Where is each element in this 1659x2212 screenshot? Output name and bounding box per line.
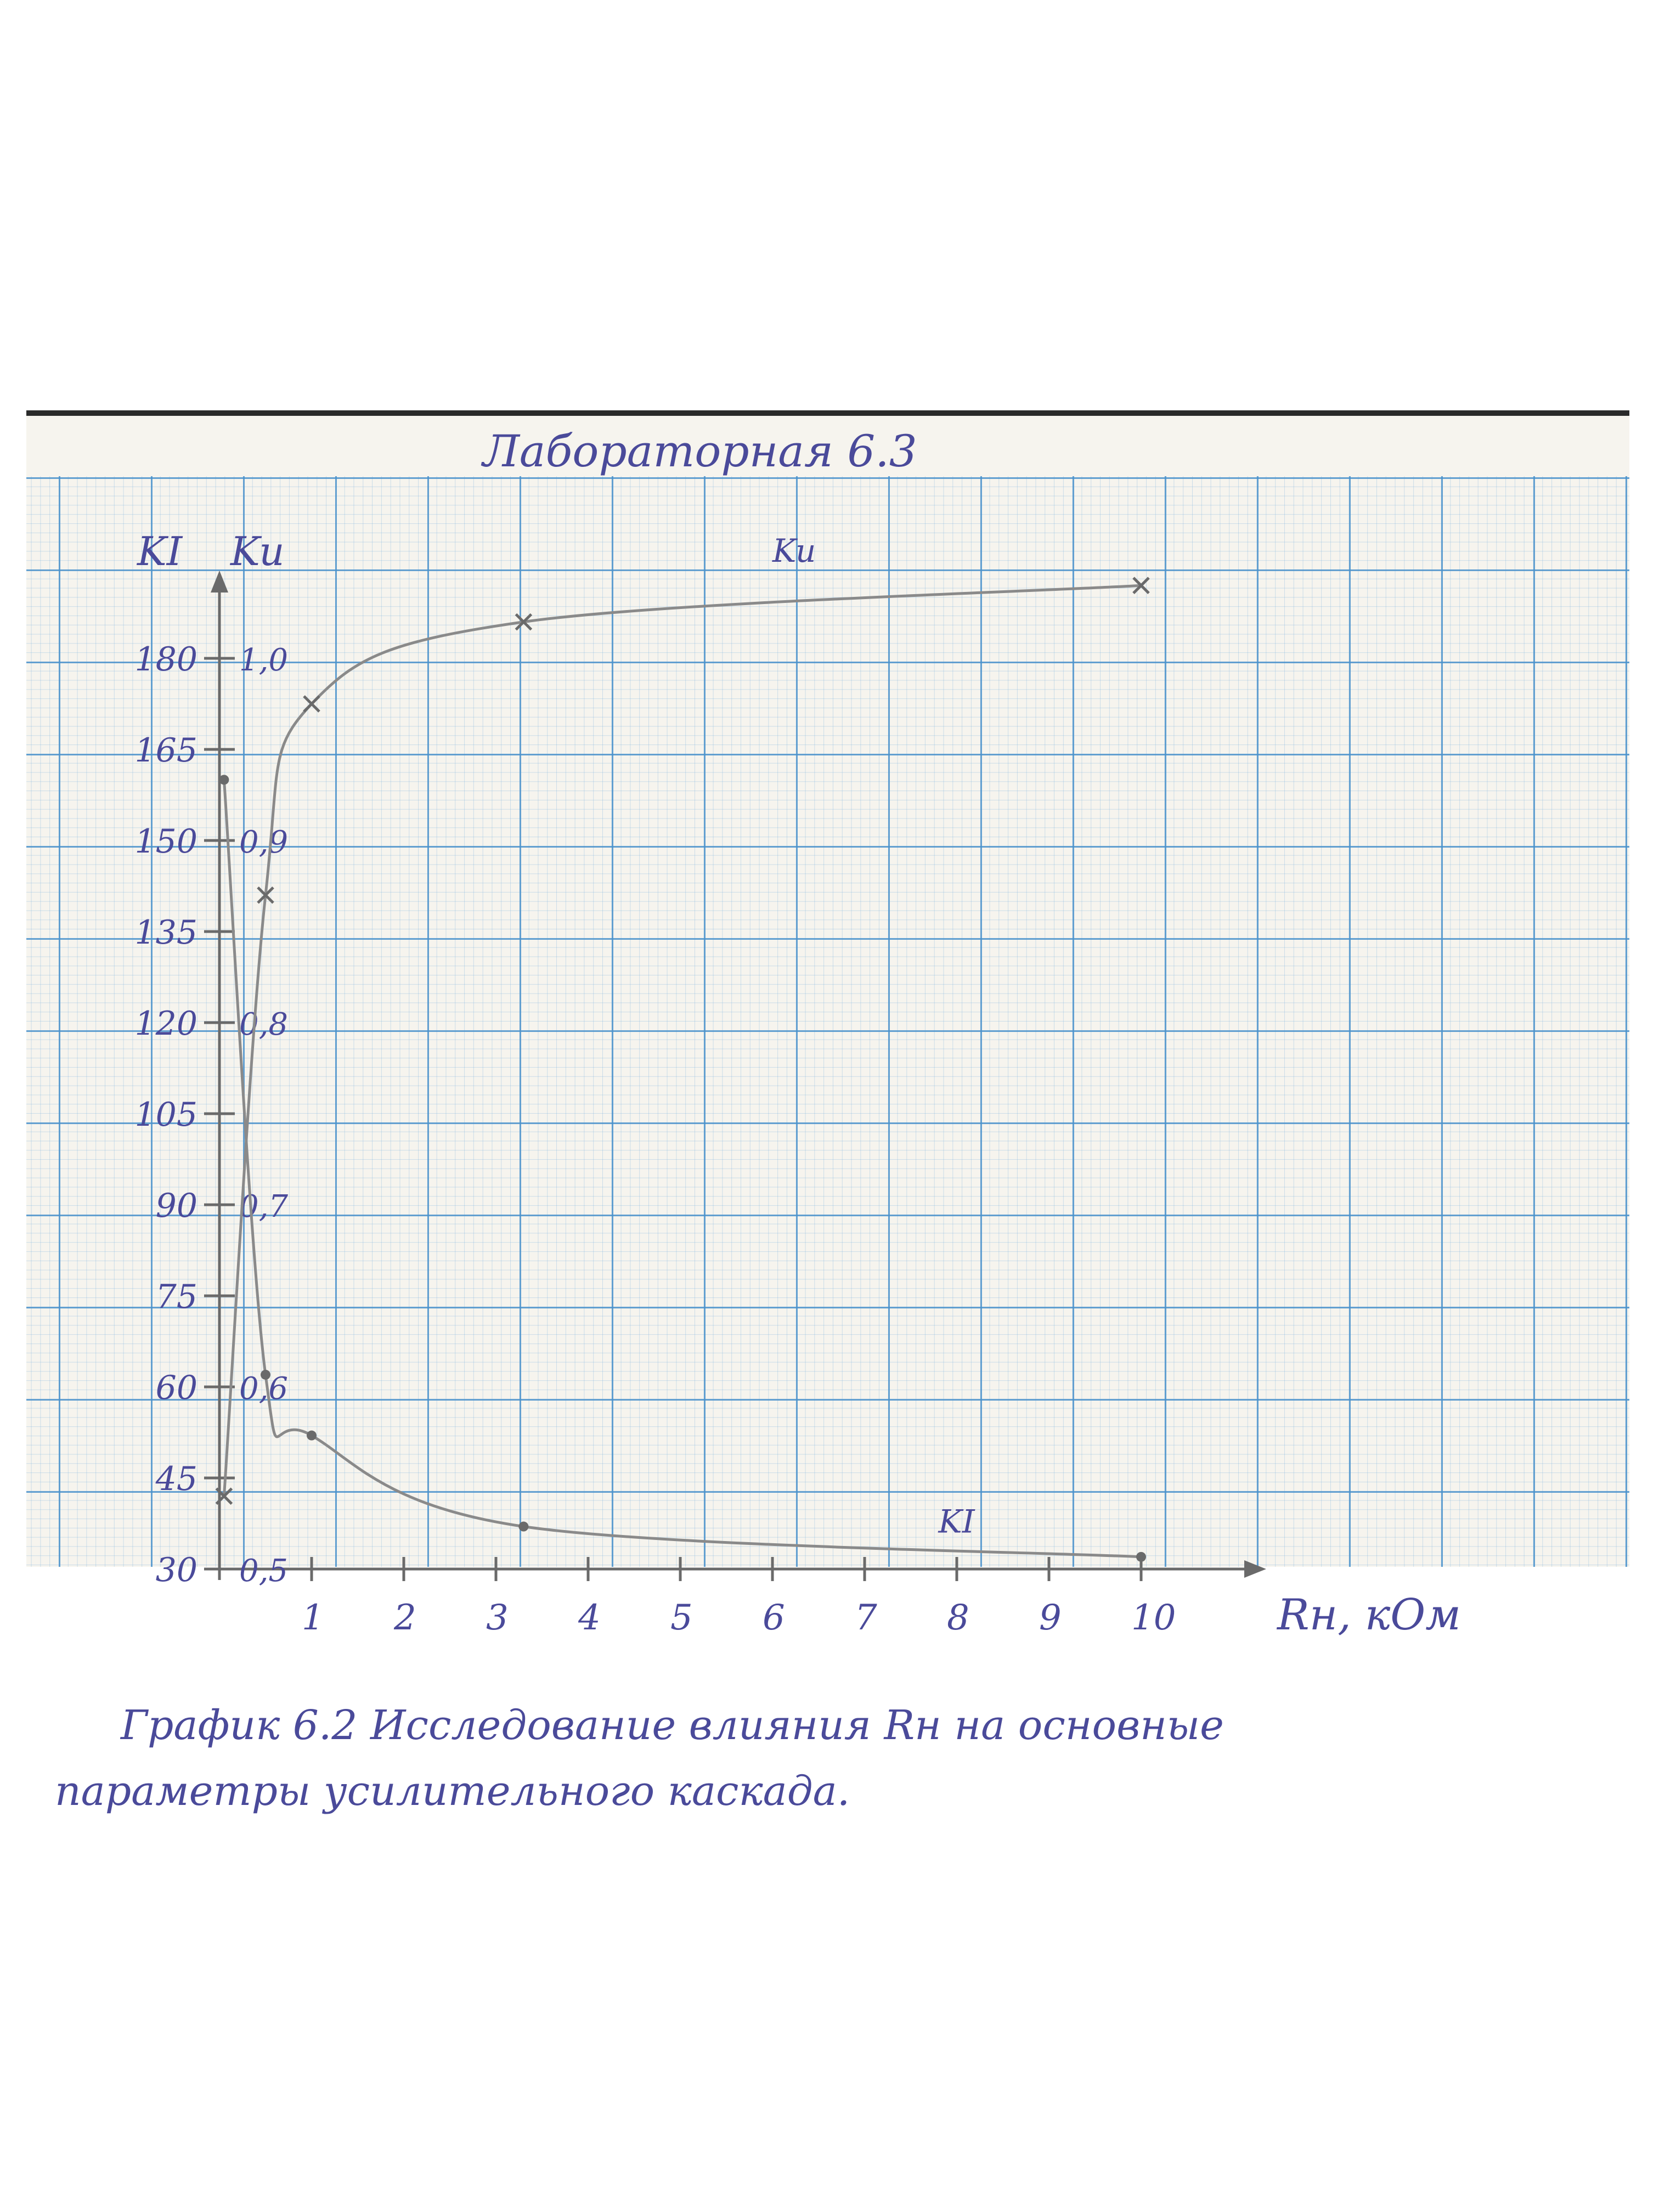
data-point xyxy=(303,695,320,713)
data-point xyxy=(307,1430,317,1441)
caption-line-2: параметры усилительного каскада. xyxy=(55,1768,850,1815)
series-layer: Ku KI xyxy=(215,532,1150,1562)
y-tick-label-left: 165 xyxy=(134,731,198,770)
y-tick-label-left: 150 xyxy=(134,822,198,861)
y-tick-label-left: 180 xyxy=(134,640,198,679)
x-tick-label: 1 xyxy=(302,1598,324,1638)
graph-paper xyxy=(26,416,1629,1567)
y-tick-label-right: 0,5 xyxy=(239,1553,288,1589)
series-line-ku xyxy=(222,584,1142,1497)
series-line-ki xyxy=(222,780,1142,1559)
x-tick-label: 3 xyxy=(486,1598,509,1638)
data-point xyxy=(257,886,274,904)
x-tick-label: 4 xyxy=(578,1598,601,1638)
y-tick-label-left: 135 xyxy=(134,913,198,952)
y-tick-label-right: 0,8 xyxy=(239,1007,288,1042)
data-point xyxy=(261,1369,270,1380)
y-axis-arrow xyxy=(211,571,228,592)
x-tick-label: 2 xyxy=(393,1598,416,1638)
x-axis-label: Rн, кОм xyxy=(1276,1590,1461,1640)
y-tick-label-right: 0,9 xyxy=(239,825,288,860)
x-tick-label: 5 xyxy=(670,1598,693,1638)
x-tick-label: 9 xyxy=(1039,1598,1062,1638)
x-ticks: 1 2 3 4 5 6 7 8 9 10 xyxy=(302,1557,1176,1638)
y-tick-label-left: 60 xyxy=(156,1369,198,1407)
y-ticks-left: 30 45 60 75 90 105 120 135 150 165 180 xyxy=(134,640,235,1589)
data-point xyxy=(1132,577,1150,594)
x-axis-arrow xyxy=(1244,1560,1266,1578)
y-tick-label-left: 90 xyxy=(156,1187,198,1225)
x-tick-label: 7 xyxy=(855,1598,877,1638)
y-axis-label-ki: KI xyxy=(136,528,183,574)
x-tick-label: 8 xyxy=(947,1598,969,1638)
y-tick-label-left: 30 xyxy=(156,1551,198,1589)
data-point xyxy=(219,775,229,785)
data-point xyxy=(215,1487,233,1505)
paper-top-margin xyxy=(26,416,1629,476)
x-tick-label: 10 xyxy=(1131,1598,1176,1638)
y-tick-label-right: 0,7 xyxy=(239,1189,288,1224)
page-title: Лабораторная 6.3 xyxy=(481,426,917,477)
y-tick-label-left: 120 xyxy=(134,1005,198,1043)
caption-line-1: График 6.2 Исследование влияния Rн на ос… xyxy=(120,1702,1224,1749)
y-tick-label-left: 75 xyxy=(156,1278,198,1316)
data-point xyxy=(515,613,533,631)
series-ki: KI xyxy=(219,775,1146,1562)
series-ku: Ku xyxy=(215,532,1150,1505)
y-tick-label-left: 105 xyxy=(134,1096,198,1134)
y-ticks-right: 0,50,60,70,80,91,0 xyxy=(239,642,288,1589)
y-tick-label-right: 1,0 xyxy=(239,642,288,678)
data-point xyxy=(518,1521,529,1532)
x-tick-label: 6 xyxy=(763,1598,785,1638)
x-axis: 1 2 3 4 5 6 7 8 9 10 Rн, кОм xyxy=(219,1557,1461,1640)
series-label-ki: KI xyxy=(938,1503,975,1541)
y-tick-label-left: 45 xyxy=(155,1460,198,1498)
series-label-ku: Ku xyxy=(772,532,816,569)
data-point xyxy=(1136,1551,1146,1562)
y-axis-label-ku: Ku xyxy=(229,528,285,574)
